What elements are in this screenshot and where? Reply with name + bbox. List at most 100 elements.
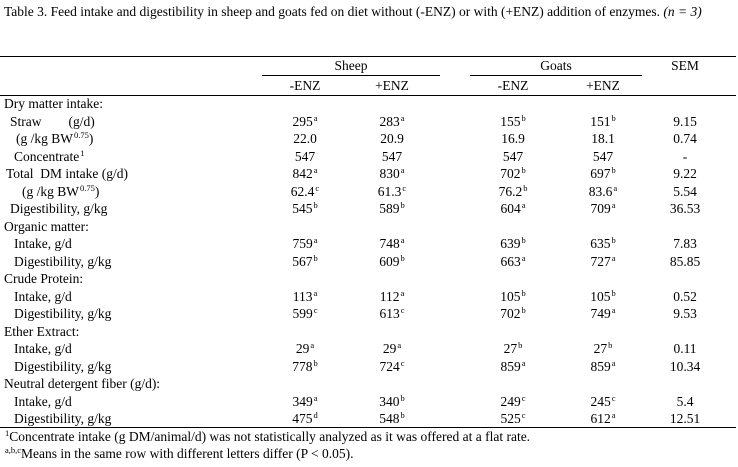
sem-cell: - [682, 148, 688, 164]
sem-cell: 12.51 [669, 411, 701, 426]
row-label: Intake, g/d [14, 394, 72, 410]
sem-cell: 10.34 [669, 358, 701, 374]
row-label: Intake, g/d [14, 341, 72, 357]
row-label-superscript: 1 [80, 147, 85, 158]
value-cell: 609b [357, 252, 427, 270]
value-cell: 245c [568, 393, 638, 410]
value-cell: 283a [357, 113, 427, 130]
value-cell: 547 [568, 149, 638, 165]
value-cell: 612a [568, 411, 638, 427]
row-label: Total DM intake (g/d) [6, 166, 128, 182]
value-cell: 16.9 [478, 131, 548, 147]
significance-letter: c [313, 305, 318, 315]
cell-value: 283 [379, 113, 400, 129]
value-cell: 613c [357, 306, 427, 322]
cell-value: 778 [292, 358, 313, 374]
cell-value: 567 [292, 253, 313, 269]
cell-value: 27 [593, 341, 608, 356]
value-cell: 859a [568, 357, 638, 375]
footnote-2: a,b,cMeans in the same row with differen… [4, 446, 353, 462]
caption-text: Table 3. Feed intake and digestibility i… [4, 4, 661, 19]
caption-n-note: (n = 3) [663, 4, 702, 19]
table-row: Digestibility, g/kg 599c 613c 702b 749a 9.53 [0, 306, 736, 322]
cell-value: 105 [590, 288, 611, 304]
value-cell: 567b [270, 253, 340, 270]
significance-letter: b [611, 287, 616, 298]
section-header-row: Dry matter intake: [0, 96, 736, 112]
row-label-text: Digestibility, g/kg [14, 253, 112, 269]
cell-value: 112 [379, 288, 400, 304]
cell-value: 663 [500, 253, 521, 269]
row-label: Crude Protein: [4, 271, 83, 287]
cell-value: 295 [292, 113, 313, 129]
row-label: Intake, g/d [14, 236, 72, 252]
value-cell: 18.1 [568, 131, 638, 147]
cell-value: 105 [500, 288, 521, 304]
cell-value: 547 [294, 148, 316, 164]
significance-letter: a [521, 252, 526, 263]
cell-value: 27 [503, 341, 518, 356]
value-cell: 29a [357, 341, 427, 357]
significance-letter: a [400, 287, 405, 298]
value-cell: 27b [478, 341, 548, 357]
row-label-text: Crude Protein: [4, 271, 84, 286]
cell-value: 830 [379, 166, 400, 181]
value-cell: 702b [478, 306, 548, 322]
sheep-underline [262, 75, 440, 76]
cell-value: 61.3 [377, 183, 402, 199]
section-header-row: Crude Protein: [0, 271, 736, 287]
cell-value: 749 [590, 306, 611, 321]
cell-value: 20.9 [380, 131, 404, 146]
significance-letter: a [611, 357, 616, 368]
cell-value: 18.1 [591, 131, 615, 146]
value-cell: 639b [478, 236, 548, 252]
significance-letter: b [523, 182, 528, 193]
sem-cell: 36.53 [669, 201, 701, 216]
sem-cell: 85.85 [669, 253, 701, 269]
cell-value: 639 [500, 236, 521, 251]
row-label: (g /kg BW0.75) [16, 131, 93, 147]
header-sheep-minus-enz: -ENZ [289, 78, 321, 93]
section-header-row: Ether Extract: [0, 324, 736, 340]
value-cell: 475d [270, 411, 340, 427]
cell-value: 475 [292, 411, 313, 426]
value-cell: 249c [478, 393, 548, 410]
sem-cell: 0.11 [673, 341, 697, 356]
cell-value: 29 [382, 341, 397, 356]
row-label-text: Dry matter intake: [4, 96, 103, 111]
value-cell: 547 [270, 149, 340, 165]
row-label-superscript: 0.75 [74, 130, 89, 140]
row-label-text: Intake, g/d [14, 393, 72, 409]
cell-value: 609 [379, 253, 400, 269]
significance-letter: d [313, 410, 318, 420]
significance-letter: b [313, 200, 318, 210]
row-label: Ether Extract: [4, 324, 79, 340]
cell-value: 613 [379, 306, 400, 321]
row-label-text: Digestibility, g/kg [14, 411, 112, 426]
significance-letter: c [315, 182, 320, 193]
table-row: Intake, g/d 29a 29a 27b 27b 0.11 [0, 341, 736, 357]
significance-letter: a [310, 340, 315, 350]
significance-letter: b [400, 252, 405, 263]
value-cell: 724c [357, 358, 427, 375]
value-cell: 545b [270, 201, 340, 217]
value-cell: 105b [478, 288, 548, 305]
footnote-2-text: Means in the same row with different let… [21, 446, 354, 461]
cell-value: 635 [590, 236, 611, 251]
value-cell: 663a [478, 252, 548, 270]
significance-letter: a [313, 235, 318, 245]
row-label-text: Total DM intake (g/d) [6, 166, 129, 181]
significance-letter: a [521, 357, 526, 368]
value-cell: 61.3c [357, 183, 427, 200]
significance-letter: b [521, 305, 526, 315]
section-header-row: Organic matter: [0, 219, 736, 235]
cell-value: 16.9 [501, 131, 525, 146]
sem-cell: 0.52 [673, 288, 697, 304]
value-cell: 83.6a [568, 183, 638, 200]
row-label: Organic matter: [4, 219, 89, 235]
table-row: Intake, g/d 349a 340b 249c 245c 5.4 [0, 393, 736, 410]
row-label: Neutral detergent fiber (g/d): [4, 376, 160, 392]
cell-value: 547 [381, 148, 403, 164]
value-cell: 697b [568, 166, 638, 182]
cell-value: 113 [292, 288, 313, 304]
